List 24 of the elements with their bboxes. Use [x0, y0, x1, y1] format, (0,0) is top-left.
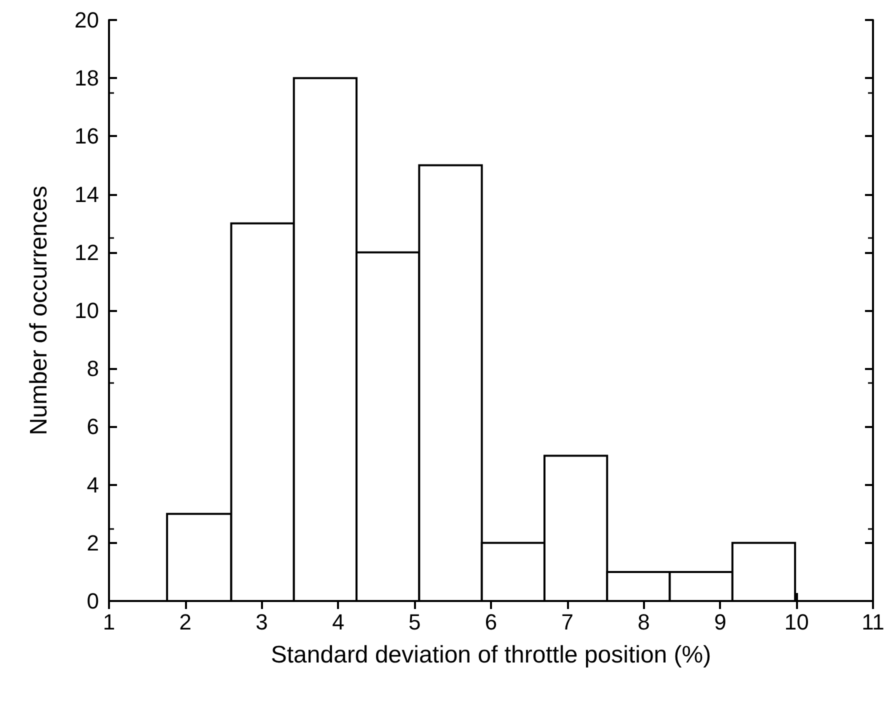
y-tick-label: 14 — [74, 182, 99, 207]
x-tick-label: 2 — [179, 610, 192, 634]
y-tick-label: 20 — [74, 8, 99, 32]
x-tick-label: 8 — [638, 610, 650, 634]
y-tick-label: 8 — [86, 356, 99, 382]
x-tick-label: 3 — [256, 610, 268, 634]
x-tick-label: 4 — [332, 610, 344, 634]
y-tick-label: 12 — [74, 240, 99, 265]
y-tick-label: 16 — [74, 124, 99, 149]
x-tick-label: 6 — [484, 610, 498, 634]
y-tick-label: 2 — [86, 530, 99, 556]
x-tick-label: 7 — [561, 610, 574, 634]
y-axis-title: Number of occurrences — [26, 186, 52, 436]
x-axis-title: Standard deviation of throttle position (%) — [270, 642, 712, 668]
x-tick-label: 5 — [408, 610, 421, 634]
x-tick-label: 9 — [714, 610, 726, 634]
y-tick-label: 4 — [86, 472, 99, 498]
x-tick-label: 11 — [862, 610, 884, 634]
y-tick-label: 10 — [74, 298, 99, 323]
y-tick-label: 18 — [74, 66, 99, 91]
y-tick-label: 6 — [86, 414, 99, 440]
x-tick-label: 10 — [784, 610, 809, 634]
x-tick-label: 1 — [102, 610, 116, 634]
y-tick-label: 0 — [86, 588, 99, 614]
